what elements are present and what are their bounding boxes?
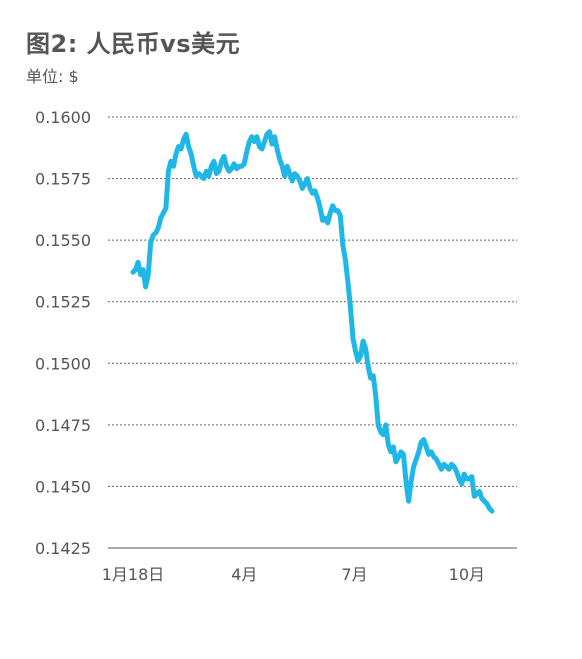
- y-tick-label: 0.1450: [35, 477, 91, 496]
- x-tick-label: 10月: [449, 565, 485, 584]
- series-group: [130, 129, 495, 514]
- y-tick-label: 0.1575: [35, 170, 91, 189]
- y-tick-label: 0.1600: [35, 108, 91, 127]
- y-tick-label: 0.1525: [35, 293, 91, 312]
- x-tick-label: 1月18日: [102, 565, 165, 584]
- y-tick-label: 0.1475: [35, 416, 91, 435]
- y-tick-label: 0.1550: [35, 231, 91, 250]
- chart-title: 图2: 人民币vs美元: [26, 30, 241, 58]
- series-line: [130, 129, 495, 514]
- x-tick-label: 7月: [341, 565, 367, 584]
- y-tick-label: 0.1425: [35, 539, 91, 558]
- grid-lines: [108, 116, 517, 487]
- y-tick-label: 0.1500: [35, 354, 91, 373]
- x-tick-labels: 1月18日 4月 7月 10月: [102, 565, 485, 584]
- unit-label: 单位: $: [26, 67, 79, 86]
- y-tick-labels: 0.1600 0.1575 0.1550 0.1525 0.1500 0.1475 0.14…: [35, 108, 91, 558]
- x-tick-label: 4月: [231, 565, 257, 584]
